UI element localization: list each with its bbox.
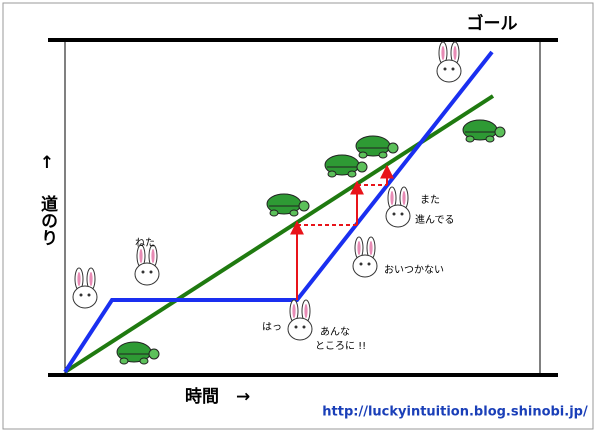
- annotation: また: [420, 194, 440, 206]
- annotation: ねた: [135, 237, 155, 249]
- url: http://luckyintuition.blog.shinobi.jp/: [322, 405, 588, 420]
- goal-label: ゴール: [467, 13, 518, 34]
- catch-up-arrows: [290, 164, 394, 300]
- frame: [2, 2, 594, 430]
- annotation: あんな: [320, 326, 350, 338]
- annotation: はっ: [262, 321, 282, 333]
- y-label: 道のり: [37, 194, 58, 246]
- hare-path: [63, 50, 494, 374]
- annotation: おいつかない: [384, 264, 444, 276]
- y-arrow: ↑: [40, 153, 54, 173]
- annotation: ところに !!: [315, 340, 366, 352]
- x-label: 時間 →: [185, 386, 250, 407]
- annotation: 進んでる: [415, 214, 455, 226]
